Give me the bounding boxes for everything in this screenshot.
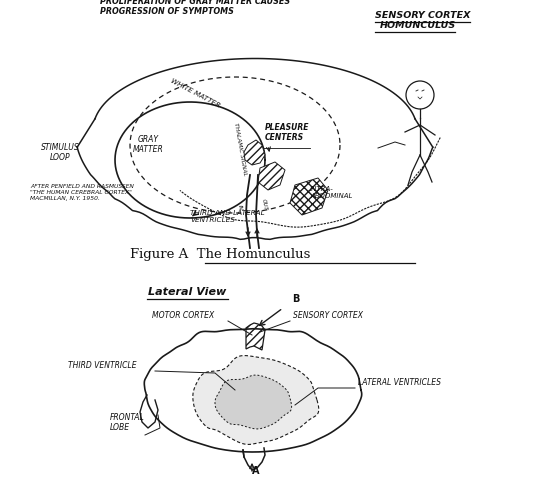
Text: OUT: OUT (261, 199, 268, 211)
Text: A: A (252, 466, 259, 476)
Text: IN: IN (237, 204, 243, 211)
Text: THALAMIC SIGNAL: THALAMIC SIGNAL (233, 122, 248, 176)
Polygon shape (246, 323, 265, 350)
Text: B: B (292, 294, 300, 304)
Text: Figure A  The Homunculus: Figure A The Homunculus (130, 248, 310, 261)
Text: STIMULUS
LOOP: STIMULUS LOOP (41, 142, 80, 162)
Polygon shape (258, 162, 285, 190)
Text: THIRD AND LATERAL
VENTRICLES: THIRD AND LATERAL VENTRICLES (190, 210, 265, 223)
Text: HOMUNCULUS: HOMUNCULUS (380, 21, 456, 30)
Polygon shape (244, 140, 265, 165)
Text: THIRD VENTRICLE: THIRD VENTRICLE (68, 361, 137, 370)
Polygon shape (290, 178, 328, 215)
Text: GRAY
MATTER: GRAY MATTER (133, 135, 164, 154)
Text: INTRA-
ABDOMINAL: INTRA- ABDOMINAL (310, 186, 352, 199)
Text: AFTER PENFIELD AND RASMUSSEN
"THE HUMAN CEREBRAL CORTEX"
MACMILLAN, N.Y. 1950.: AFTER PENFIELD AND RASMUSSEN "THE HUMAN … (30, 184, 134, 201)
Text: Lateral View: Lateral View (148, 287, 226, 297)
Text: SENSORY CORTEX: SENSORY CORTEX (375, 11, 470, 20)
Polygon shape (193, 356, 319, 445)
Text: FRONTAL
LOBE: FRONTAL LOBE (110, 412, 144, 432)
Text: WHITE MATTER: WHITE MATTER (170, 78, 222, 109)
Text: LATERAL VENTRICLES: LATERAL VENTRICLES (358, 378, 441, 387)
Polygon shape (215, 375, 292, 429)
Text: PROLIFERATION OF GRAY MATTER CAUSES
PROGRESSION OF SYMPTOMS: PROLIFERATION OF GRAY MATTER CAUSES PROG… (100, 0, 290, 16)
Text: MOTOR CORTEX: MOTOR CORTEX (152, 311, 214, 320)
Text: SENSORY CORTEX: SENSORY CORTEX (293, 311, 363, 320)
Text: PLEASURE
CENTERS: PLEASURE CENTERS (265, 122, 310, 142)
